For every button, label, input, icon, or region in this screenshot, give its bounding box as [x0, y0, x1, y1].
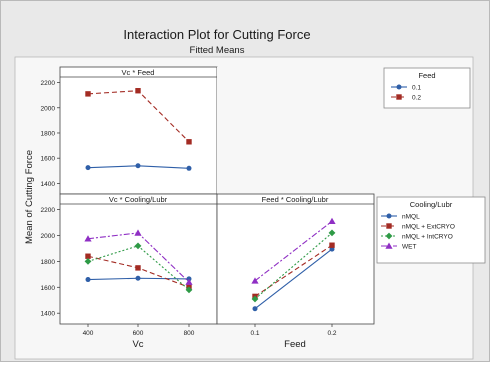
data-point-vc-cooling [84, 235, 92, 242]
y-tick-label: 2000 [41, 105, 56, 112]
legend-feed-swatch-marker [396, 94, 402, 100]
y-tick-label: 1400 [41, 311, 56, 318]
y-tick-label: 1400 [41, 181, 56, 188]
data-point-feed-cooling [328, 217, 336, 225]
legend-cooling-item-label: nMQL + ExtCRYO [402, 224, 455, 231]
x-tick-label: 0.1 [250, 330, 259, 337]
data-point-feed-cooling [328, 229, 336, 237]
legend-cooling-swatch-marker [386, 213, 392, 219]
legend-cooling: Cooling/Lubr nMQL nMQL + ExtCRYO nMQL + In… [376, 196, 486, 264]
data-point-feed-cooling [329, 242, 335, 248]
legend-cooling-swatch-marker [386, 223, 392, 229]
panel-title-vc-cooling: Vc * Cooling/Lubr [109, 195, 168, 204]
legend-cooling-item-label: nMQL [402, 214, 420, 221]
panel-vc-cooling [59, 193, 218, 325]
series-line-feed-cooling-0 [254, 248, 333, 310]
data-point-vc-cooling [135, 275, 141, 281]
y-tick-label: 1600 [41, 156, 56, 163]
y-tick-label: 2200 [41, 80, 56, 87]
panel-title-feed-cooling: Feed * Cooling/Lubr [262, 195, 329, 204]
x-tick-label: 0.2 [327, 330, 336, 337]
panel-empty [217, 67, 374, 194]
legend-feed: Feed 0.1 0.2 [383, 67, 471, 109]
data-point-vc-feed [135, 88, 141, 94]
legend-cooling-item-label: nMQL + IntCRYO [402, 234, 453, 241]
y-tick-label: 2000 [41, 233, 56, 240]
y-tick-label: 1800 [41, 130, 56, 137]
legend-cooling-title: Cooling/Lubr [410, 200, 453, 209]
data-point-vc-feed [85, 165, 91, 171]
data-point-vc-cooling [134, 242, 142, 250]
chart-subtitle: Fitted Means [190, 45, 245, 56]
legend-feed-item-label: 0.2 [412, 95, 421, 102]
data-point-vc-cooling [134, 229, 142, 236]
x-tick-label: 800 [184, 330, 195, 337]
series-line-feed-cooling-2 [254, 232, 333, 300]
legend-cooling-item-label: WET [402, 244, 416, 251]
legend-cooling-swatch-marker [385, 232, 393, 240]
legend-feed-item-label: 0.1 [412, 85, 421, 92]
data-point-feed-cooling [251, 295, 259, 303]
interaction-plot: Interaction Plot for Cutting Force Fitte… [14, 27, 486, 360]
data-point-vc-cooling [84, 258, 92, 265]
y-axis-label: Mean of Cutting Force [24, 150, 35, 244]
x-axis-label-vc: Vc [132, 339, 143, 350]
data-point-vc-cooling [185, 278, 193, 285]
chart-title: Interaction Plot for Cutting Force [123, 27, 310, 42]
data-point-feed-cooling [251, 277, 259, 284]
legend-feed-swatch-marker [396, 84, 402, 90]
x-axis-label-feed: Feed [284, 339, 306, 350]
y-tick-label: 2200 [41, 207, 56, 214]
data-point-vc-cooling [185, 286, 193, 294]
data-point-vc-cooling [85, 253, 91, 259]
data-point-vc-feed [85, 91, 91, 97]
x-tick-label: 400 [83, 330, 94, 337]
series-line-feed-cooling-3 [254, 220, 333, 282]
panel-vc-feed [59, 66, 218, 195]
data-point-vc-cooling [135, 265, 141, 271]
panel-feed-cooling [216, 193, 375, 325]
data-point-vc-feed [135, 163, 141, 169]
legend-feed-title: Feed [418, 71, 435, 80]
data-point-feed-cooling [252, 306, 258, 312]
y-tick-label: 1600 [41, 285, 56, 292]
y-tick-label: 1800 [41, 259, 56, 266]
data-point-vc-feed [186, 139, 192, 145]
panel-title-vc-feed: Vc * Feed [122, 68, 155, 77]
data-point-vc-feed [186, 165, 192, 171]
legend-cooling-swatch-marker [385, 242, 393, 249]
data-point-vc-cooling [85, 277, 91, 283]
legend-cooling-box [376, 196, 486, 264]
x-tick-label: 600 [133, 330, 144, 337]
